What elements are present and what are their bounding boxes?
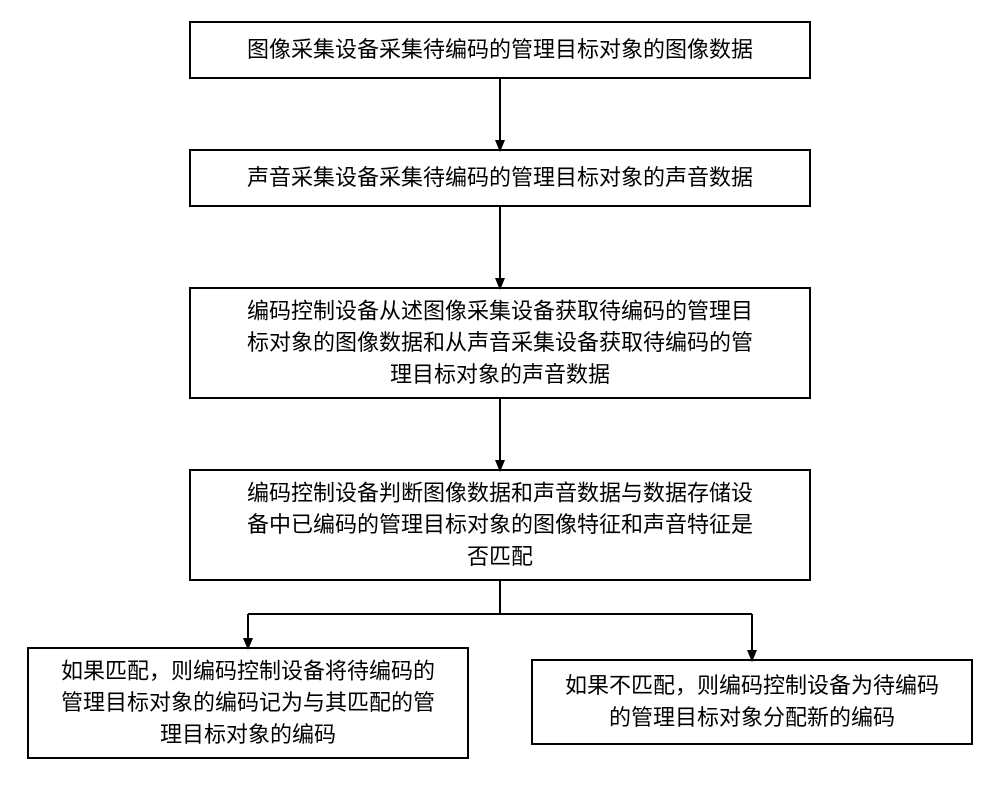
- node-text: 的管理目标对象分配新的编码: [609, 705, 895, 730]
- node-text: 编码控制设备判断图像数据和声音数据与数据存储设: [247, 480, 753, 505]
- flow-node-n3: 编码控制设备从述图像采集设备获取待编码的管理目标对象的图像数据和从声音采集设备获…: [190, 288, 810, 398]
- node-text: 编码控制设备从述图像采集设备获取待编码的管理目: [247, 298, 753, 323]
- flow-node-n4: 编码控制设备判断图像数据和声音数据与数据存储设备中已编码的管理目标对象的图像特征…: [190, 470, 810, 580]
- node-text: 标对象的图像数据和从声音采集设备获取待编码的管: [247, 330, 753, 355]
- node-text: 图像采集设备采集待编码的管理目标对象的图像数据: [247, 37, 753, 62]
- node-text: 理目标对象的声音数据: [390, 362, 610, 387]
- node-text: 理目标对象的编码: [160, 722, 336, 747]
- node-text: 否匹配: [467, 544, 533, 569]
- flow-node-n6: 如果不匹配，则编码控制设备为待编码的管理目标对象分配新的编码: [532, 660, 972, 744]
- node-text: 如果匹配，则编码控制设备将待编码的: [61, 658, 435, 683]
- node-text: 备中已编码的管理目标对象的图像特征和声音特征是: [247, 512, 753, 537]
- flow-node-n5: 如果匹配，则编码控制设备将待编码的管理目标对象的编码记为与其匹配的管理目标对象的…: [28, 648, 468, 758]
- flow-node-n1: 图像采集设备采集待编码的管理目标对象的图像数据: [190, 22, 810, 78]
- node-text: 声音采集设备采集待编码的管理目标对象的声音数据: [247, 165, 753, 190]
- node-text: 如果不匹配，则编码控制设备为待编码: [565, 673, 939, 698]
- node-text: 管理目标对象的编码记为与其匹配的管: [61, 690, 435, 715]
- flow-node-n2: 声音采集设备采集待编码的管理目标对象的声音数据: [190, 150, 810, 206]
